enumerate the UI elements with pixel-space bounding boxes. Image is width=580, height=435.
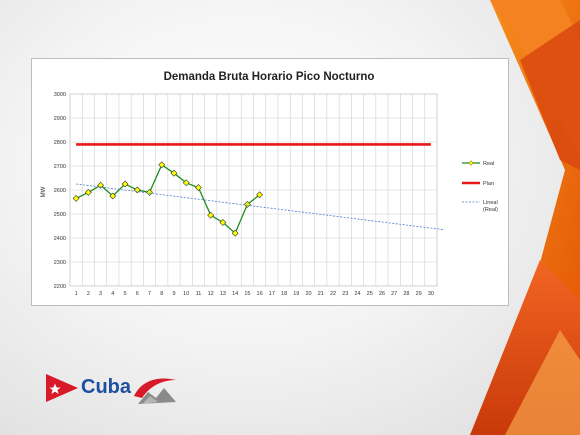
x-tick-label: 18	[281, 291, 287, 297]
x-tick-labels: 1 2 3 4 5 6 7 8 9 10 11 12 13 14 15 16 17 18 19 20 21 22 23 24 2…	[75, 291, 434, 297]
data-point	[97, 181, 105, 189]
series-line-real	[75, 163, 261, 235]
legend-marker	[468, 160, 474, 166]
y-tick-label: 2300	[54, 260, 66, 266]
x-tick-label: 28	[403, 291, 409, 297]
y-tick-labels: 2200 2300 2400 2500 2600 2700 2800 2900 3000	[54, 92, 66, 290]
legend-label: Plan	[483, 181, 494, 187]
data-point	[170, 169, 178, 177]
y-axis-label: MW	[41, 186, 47, 197]
data-point	[207, 211, 215, 219]
x-tick-label: 19	[293, 291, 299, 297]
mintur-logo	[134, 378, 176, 404]
x-tick-label: 6	[136, 291, 139, 297]
data-point	[158, 161, 166, 169]
y-tick-label: 2700	[54, 164, 66, 170]
x-tick-label: 22	[330, 291, 336, 297]
x-tick-label: 8	[160, 291, 163, 297]
x-tick-label: 15	[244, 291, 250, 297]
y-tick-label: 2200	[54, 284, 66, 290]
x-tick-label: 21	[318, 291, 324, 297]
y-tick-label: 2600	[54, 188, 66, 194]
data-point	[195, 184, 202, 192]
series-layer	[72, 143, 444, 237]
legend-label: Lineal (Real)	[483, 200, 498, 213]
x-tick-label: 20	[305, 291, 311, 297]
series-line-lineal	[76, 183, 444, 230]
x-tick-label: 30	[428, 291, 434, 297]
line-chart: Demanda Bruta Horario Pico Nocturno MW 2…	[41, 71, 498, 297]
data-point	[256, 191, 264, 199]
data-point	[182, 179, 190, 187]
legend: Real Plan Lineal (Real)	[462, 160, 498, 213]
x-tick-label: 13	[220, 291, 226, 297]
x-tick-label: 14	[232, 291, 238, 297]
data-point	[121, 180, 129, 188]
data-point	[72, 194, 80, 202]
cuba-flag-logo	[46, 374, 78, 402]
x-tick-label: 3	[99, 291, 102, 297]
x-tick-label: 29	[416, 291, 422, 297]
x-tick-label: 7	[148, 291, 151, 297]
y-tick-label: 3000	[54, 92, 66, 98]
chart-title: Demanda Bruta Horario Pico Nocturno	[164, 71, 375, 83]
x-tick-label: 24	[354, 291, 360, 297]
data-point	[243, 200, 251, 208]
x-tick-label: 25	[367, 291, 373, 297]
x-tick-label: 12	[208, 291, 214, 297]
data-point	[231, 229, 239, 237]
orange-panel-mid	[520, 20, 580, 170]
x-tick-label: 26	[379, 291, 385, 297]
footer-logos: Cuba	[44, 372, 184, 412]
x-tick-label: 23	[342, 291, 348, 297]
y-tick-label: 2900	[54, 116, 66, 122]
x-tick-label: 1	[75, 291, 78, 297]
brand-text: Cuba	[81, 376, 131, 398]
orange-panel-edge	[505, 330, 580, 435]
data-point	[146, 188, 153, 196]
grid-lines	[69, 93, 438, 287]
x-tick-label: 10	[183, 291, 189, 297]
data-point	[109, 192, 117, 200]
x-tick-label: 9	[172, 291, 175, 297]
y-tick-label: 2500	[54, 212, 66, 218]
x-tick-label: 2	[87, 291, 90, 297]
x-tick-label: 4	[111, 291, 114, 297]
y-tick-label: 2400	[54, 236, 66, 242]
y-tick-label: 2800	[54, 140, 66, 146]
chart-container: Demanda Bruta Horario Pico Nocturno MW 2…	[31, 58, 509, 306]
legend-label: Real	[483, 161, 494, 167]
x-tick-label: 17	[269, 291, 275, 297]
x-tick-label: 5	[124, 291, 127, 297]
data-point	[84, 188, 92, 196]
data-point	[219, 218, 227, 226]
x-tick-label: 16	[257, 291, 263, 297]
x-tick-label: 11	[196, 291, 202, 297]
x-tick-label: 27	[391, 291, 397, 297]
